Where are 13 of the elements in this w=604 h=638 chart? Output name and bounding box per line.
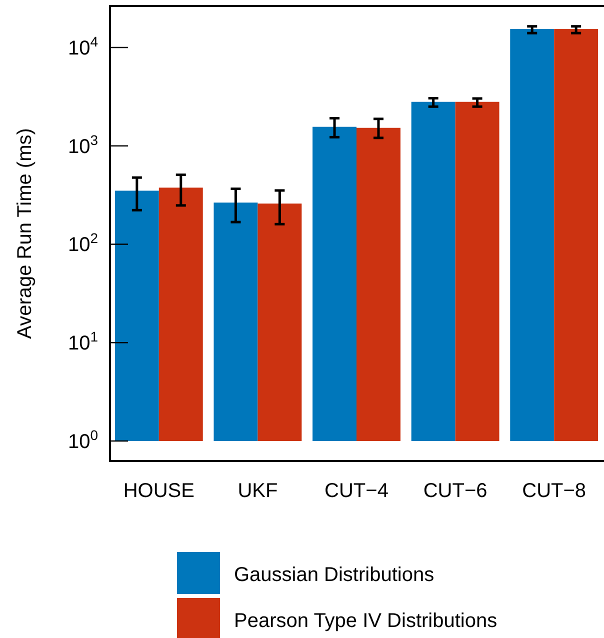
y-tick-label: 10$^{2}$ (68, 230, 98, 256)
y-axis-title: Average Run Time (ms) (14, 128, 36, 339)
legend-label: Pearson Type IV Distributions (234, 610, 498, 632)
x-tick-label: UKF (238, 480, 278, 502)
x-tick-label: CUT−6 (423, 480, 488, 502)
y-tick-label: 10$^{4}$ (68, 33, 98, 60)
y-tick-label: 10$^{1}$ (68, 328, 98, 355)
y-tick-label: 10$^{0}$ (68, 427, 98, 453)
x-tick-label: CUT−4 (324, 480, 388, 502)
x-tick-label: CUT−8 (522, 480, 586, 502)
y-tick-label: 10$^{3}$ (68, 132, 98, 158)
legend-label: Gaussian Distributions (234, 564, 434, 586)
x-tick-label: HOUSE (123, 480, 194, 502)
